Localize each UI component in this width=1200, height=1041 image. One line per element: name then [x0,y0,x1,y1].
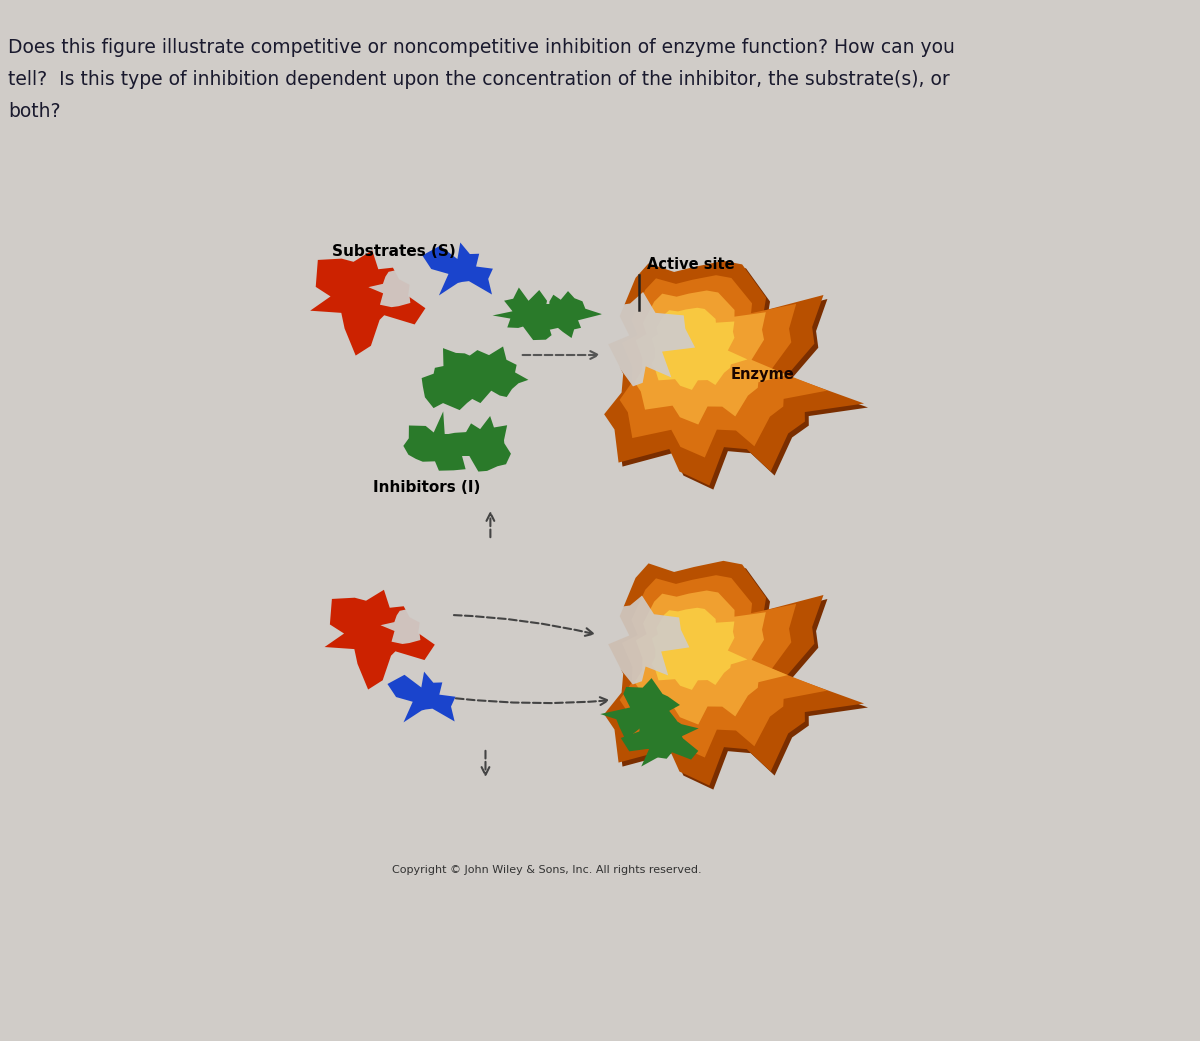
Polygon shape [536,291,602,338]
Polygon shape [492,287,556,340]
FancyBboxPatch shape [449,367,497,389]
Polygon shape [635,290,787,425]
Polygon shape [421,348,478,410]
Polygon shape [368,270,418,307]
Polygon shape [403,411,470,471]
Polygon shape [608,565,868,790]
Polygon shape [310,250,426,356]
Polygon shape [562,293,695,386]
Polygon shape [324,590,434,689]
FancyBboxPatch shape [640,717,674,750]
Polygon shape [620,709,698,766]
Polygon shape [608,264,868,489]
Text: Copyright © John Wiley & Sons, Inc. All rights reserved.: Copyright © John Wiley & Sons, Inc. All … [392,865,702,875]
Text: both?: both? [8,102,60,121]
Polygon shape [619,576,827,758]
FancyBboxPatch shape [523,304,568,326]
Polygon shape [454,416,511,472]
FancyBboxPatch shape [433,434,486,456]
Polygon shape [380,608,427,644]
Polygon shape [619,275,827,457]
Polygon shape [600,678,683,740]
Polygon shape [652,608,748,690]
Text: Does this figure illustrate competitive or noncompetitive inhibition of enzyme f: Does this figure illustrate competitive … [8,39,955,57]
Polygon shape [464,347,528,403]
Text: Enzyme: Enzyme [731,367,794,382]
Polygon shape [569,595,690,684]
Polygon shape [422,243,493,296]
Polygon shape [652,308,748,390]
Text: tell?  Is this type of inhibition dependent upon the concentration of the inhibi: tell? Is this type of inhibition depende… [8,70,949,88]
Polygon shape [604,561,864,786]
Text: Active site: Active site [647,257,734,272]
Polygon shape [388,671,456,722]
Text: Inhibitors (I): Inhibitors (I) [373,481,480,496]
Text: Substrates (S): Substrates (S) [331,245,455,259]
Polygon shape [604,261,864,485]
Polygon shape [635,590,787,725]
